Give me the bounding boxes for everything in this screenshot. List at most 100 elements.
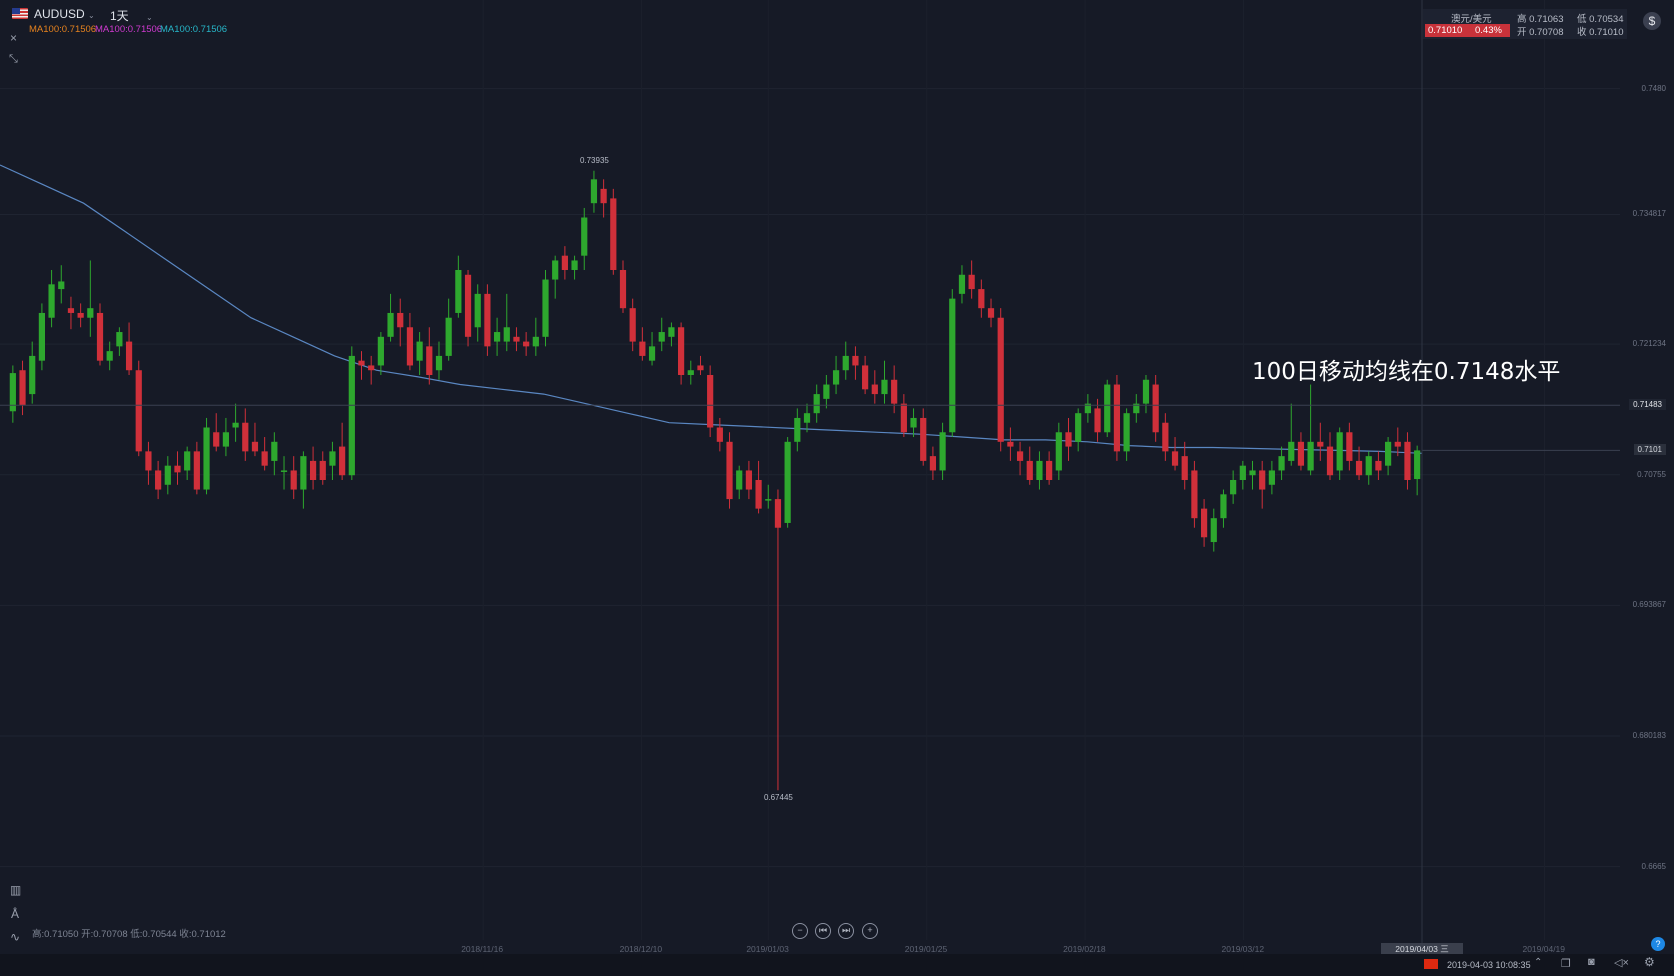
- zoom-out-button[interactable]: −: [792, 923, 808, 939]
- candle: [1365, 451, 1372, 485]
- candle: [1385, 437, 1392, 476]
- candle-body: [697, 365, 704, 371]
- candle-body: [1326, 446, 1334, 476]
- candle: [1268, 460, 1275, 495]
- candle-body: [397, 312, 404, 328]
- candle-body: [116, 332, 123, 347]
- candle: [832, 355, 840, 395]
- candle-body: [1317, 441, 1324, 447]
- timeframe-selector[interactable]: 1天 ⌄: [110, 7, 153, 24]
- candle-body: [929, 456, 937, 471]
- candle: [842, 341, 849, 380]
- candle-body: [900, 403, 907, 433]
- candle: [1084, 394, 1091, 423]
- camera-icon[interactable]: ◙: [1588, 956, 1595, 968]
- candle-body: [464, 274, 472, 337]
- candle: [87, 260, 94, 337]
- last-price: 0.71010: [1428, 25, 1463, 36]
- gear-icon[interactable]: ⚙: [1644, 955, 1655, 969]
- candle-body: [280, 470, 288, 472]
- candle-body: [1104, 384, 1111, 433]
- candle-body: [997, 317, 1004, 442]
- candle: [106, 341, 113, 371]
- period-low-label: 0.67445: [763, 793, 793, 803]
- ma-indicator-1[interactable]: MA100:0.71506: [29, 24, 97, 35]
- candle-body: [406, 327, 414, 366]
- close-icon[interactable]: ×: [10, 31, 18, 45]
- window-icon[interactable]: ❐: [1561, 958, 1571, 970]
- candle-body: [155, 470, 162, 490]
- candle: [949, 289, 956, 438]
- timeframe-label: 1天: [110, 9, 129, 23]
- candle-body: [542, 279, 549, 337]
- candle-body: [309, 460, 317, 480]
- candle-body: [1181, 456, 1188, 480]
- candle: [455, 255, 462, 318]
- wave-icon[interactable]: ∿: [10, 930, 21, 944]
- candle: [1317, 422, 1324, 461]
- candle-body: [1249, 470, 1256, 476]
- ma-indicator-2[interactable]: MA100:0.71506: [95, 24, 163, 35]
- candle-body: [1016, 451, 1024, 461]
- period-high-label: 0.73935: [579, 155, 609, 165]
- candle-body: [552, 260, 559, 280]
- candle: [823, 375, 830, 409]
- jump-end-button[interactable]: ⏭: [838, 923, 854, 939]
- candle-body: [96, 312, 104, 361]
- drawing-tool-icon[interactable]: Å: [11, 907, 20, 921]
- candle-body: [1162, 422, 1169, 452]
- candle-body: [1210, 518, 1217, 543]
- candle: [987, 298, 995, 328]
- candle: [658, 317, 665, 352]
- mute-icon[interactable]: ◁×: [1614, 957, 1629, 969]
- jump-start-button[interactable]: ⏮: [815, 923, 831, 939]
- candle-body: [58, 281, 65, 290]
- candle: [193, 441, 200, 495]
- candle: [1055, 422, 1062, 480]
- candle: [1133, 394, 1140, 423]
- date-tick-label: 2018/12/10: [619, 944, 663, 954]
- candle: [1007, 427, 1014, 461]
- candle: [1191, 460, 1198, 528]
- candle: [881, 360, 888, 404]
- candle-body: [1385, 441, 1392, 466]
- close-value: 收 0.71010: [1577, 27, 1624, 38]
- indicator-icon[interactable]: ▥: [10, 883, 22, 897]
- candle-body: [48, 284, 55, 318]
- candle-body: [67, 308, 75, 313]
- candle-body: [164, 465, 171, 485]
- ma-indicator-3[interactable]: MA100:0.71506: [160, 24, 228, 35]
- candle-body: [813, 394, 820, 414]
- candle: [67, 296, 75, 330]
- candle-body: [29, 355, 36, 395]
- zoom-in-button[interactable]: +: [862, 923, 878, 939]
- candle: [648, 332, 656, 366]
- candle: [813, 384, 820, 423]
- candle-body: [1404, 441, 1411, 480]
- candle: [639, 327, 646, 361]
- candle-body: [513, 336, 520, 342]
- candle-body: [803, 413, 811, 423]
- help-icon[interactable]: ?: [1651, 937, 1665, 951]
- candle: [1142, 375, 1150, 414]
- candle: [929, 446, 937, 480]
- symbol-selector[interactable]: AUDUSD ⌄: [34, 7, 95, 21]
- candle-body: [445, 317, 452, 356]
- pair-name: 澳元/美元: [1451, 14, 1492, 25]
- candle-body: [1414, 450, 1421, 480]
- candle-body: [1084, 403, 1091, 414]
- candle-body: [581, 217, 588, 256]
- price-tick-label: 0.7480: [1641, 83, 1666, 93]
- collapse-icon[interactable]: ⤡: [9, 53, 18, 65]
- chart-toolbar: AUDUSD ⌄ 1天 ⌄: [0, 0, 1420, 28]
- chevron-up-icon[interactable]: ⌃: [1534, 957, 1543, 968]
- candle: [1104, 379, 1111, 438]
- candle-body: [1152, 384, 1159, 433]
- candle-body: [1075, 413, 1082, 442]
- dollar-icon[interactable]: $: [1643, 12, 1661, 30]
- candle: [416, 332, 423, 375]
- candle: [184, 446, 191, 480]
- candle: [1375, 451, 1382, 480]
- candle: [1016, 441, 1024, 476]
